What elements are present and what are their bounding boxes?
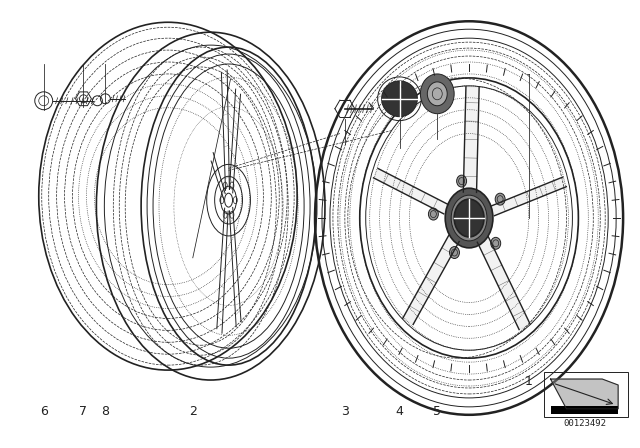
Ellipse shape [491,237,500,249]
Text: 5: 5 [433,405,441,418]
Ellipse shape [381,81,417,116]
Polygon shape [374,168,448,214]
Ellipse shape [449,246,460,258]
Ellipse shape [454,199,484,237]
Text: 6: 6 [40,405,47,418]
Polygon shape [550,379,618,409]
Ellipse shape [445,188,493,248]
Polygon shape [491,177,566,215]
Ellipse shape [420,74,454,114]
Text: 4: 4 [396,405,403,418]
Polygon shape [463,87,479,192]
Text: 2: 2 [189,405,196,418]
Ellipse shape [451,195,487,241]
Text: 8: 8 [101,405,109,418]
Bar [543,372,628,417]
Ellipse shape [428,208,438,220]
Bar [550,406,618,414]
Ellipse shape [463,210,475,226]
Ellipse shape [457,203,481,233]
Ellipse shape [457,175,467,187]
Text: 00123492: 00123492 [564,419,607,428]
Text: 7: 7 [79,405,88,418]
Text: 3: 3 [341,405,349,418]
Ellipse shape [495,193,505,205]
Polygon shape [403,235,459,324]
Polygon shape [477,237,530,330]
Ellipse shape [428,82,447,106]
Text: 1: 1 [525,375,532,388]
